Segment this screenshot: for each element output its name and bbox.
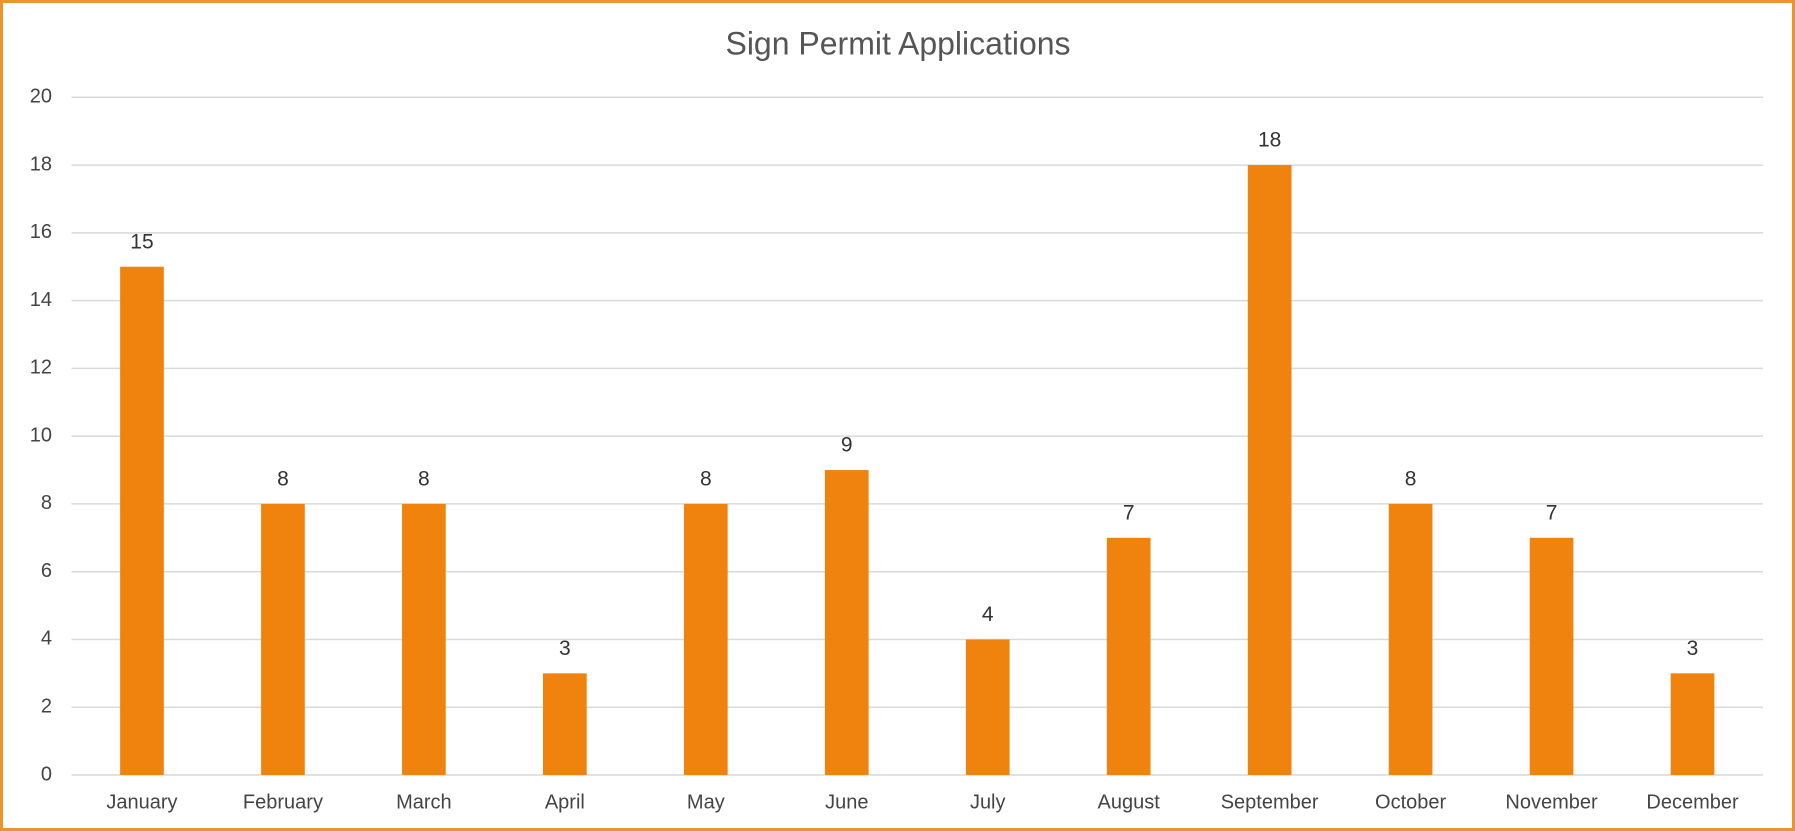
data-label: 4 [982,603,994,626]
y-tick-label: 4 [41,628,52,650]
x-tick-label: October [1375,791,1446,813]
x-tick-label: August [1098,791,1161,813]
bar [1247,165,1292,775]
y-tick-label: 14 [30,289,52,311]
y-tick-label: 20 [30,86,52,108]
bar [1106,537,1151,775]
x-tick-label: March [396,791,452,813]
data-label: 3 [1687,637,1699,660]
y-tick-label: 16 [30,221,52,243]
y-tick-label: 8 [41,492,52,514]
bar [965,639,1010,775]
x-tick-label: June [825,791,868,813]
data-label: 18 [1258,129,1281,152]
x-tick-label: April [545,791,585,813]
x-tick-label: September [1221,791,1319,813]
bar [543,673,587,775]
bar [402,503,446,775]
y-tick-label: 0 [41,763,52,785]
bar [120,266,164,775]
y-tick-label: 12 [30,357,52,379]
x-tick-label: December [1646,791,1739,813]
data-label: 7 [1123,501,1135,524]
x-tick-label: February [243,791,323,813]
bar [1529,537,1574,775]
chart-title: Sign Permit Applications [725,25,1070,61]
data-label: 9 [841,434,853,457]
y-tick-label: 10 [30,424,52,446]
data-label: 7 [1546,501,1558,524]
x-tick-label: July [970,791,1006,813]
y-tick-label: 18 [30,153,52,175]
bar [683,503,728,775]
y-tick-label: 6 [41,560,52,582]
data-label: 8 [700,467,712,490]
bar [824,470,869,775]
y-tick-label: 2 [41,696,52,718]
data-label: 3 [559,637,571,660]
bar [261,503,305,775]
x-tick-label: May [687,791,725,813]
data-label: 8 [418,467,430,490]
data-label: 15 [130,230,153,253]
bar [1670,673,1715,775]
x-tick-label: January [106,791,177,813]
data-label: 8 [277,467,289,490]
bar [1388,503,1433,775]
x-tick-label: November [1505,791,1598,813]
data-label: 8 [1405,467,1417,490]
